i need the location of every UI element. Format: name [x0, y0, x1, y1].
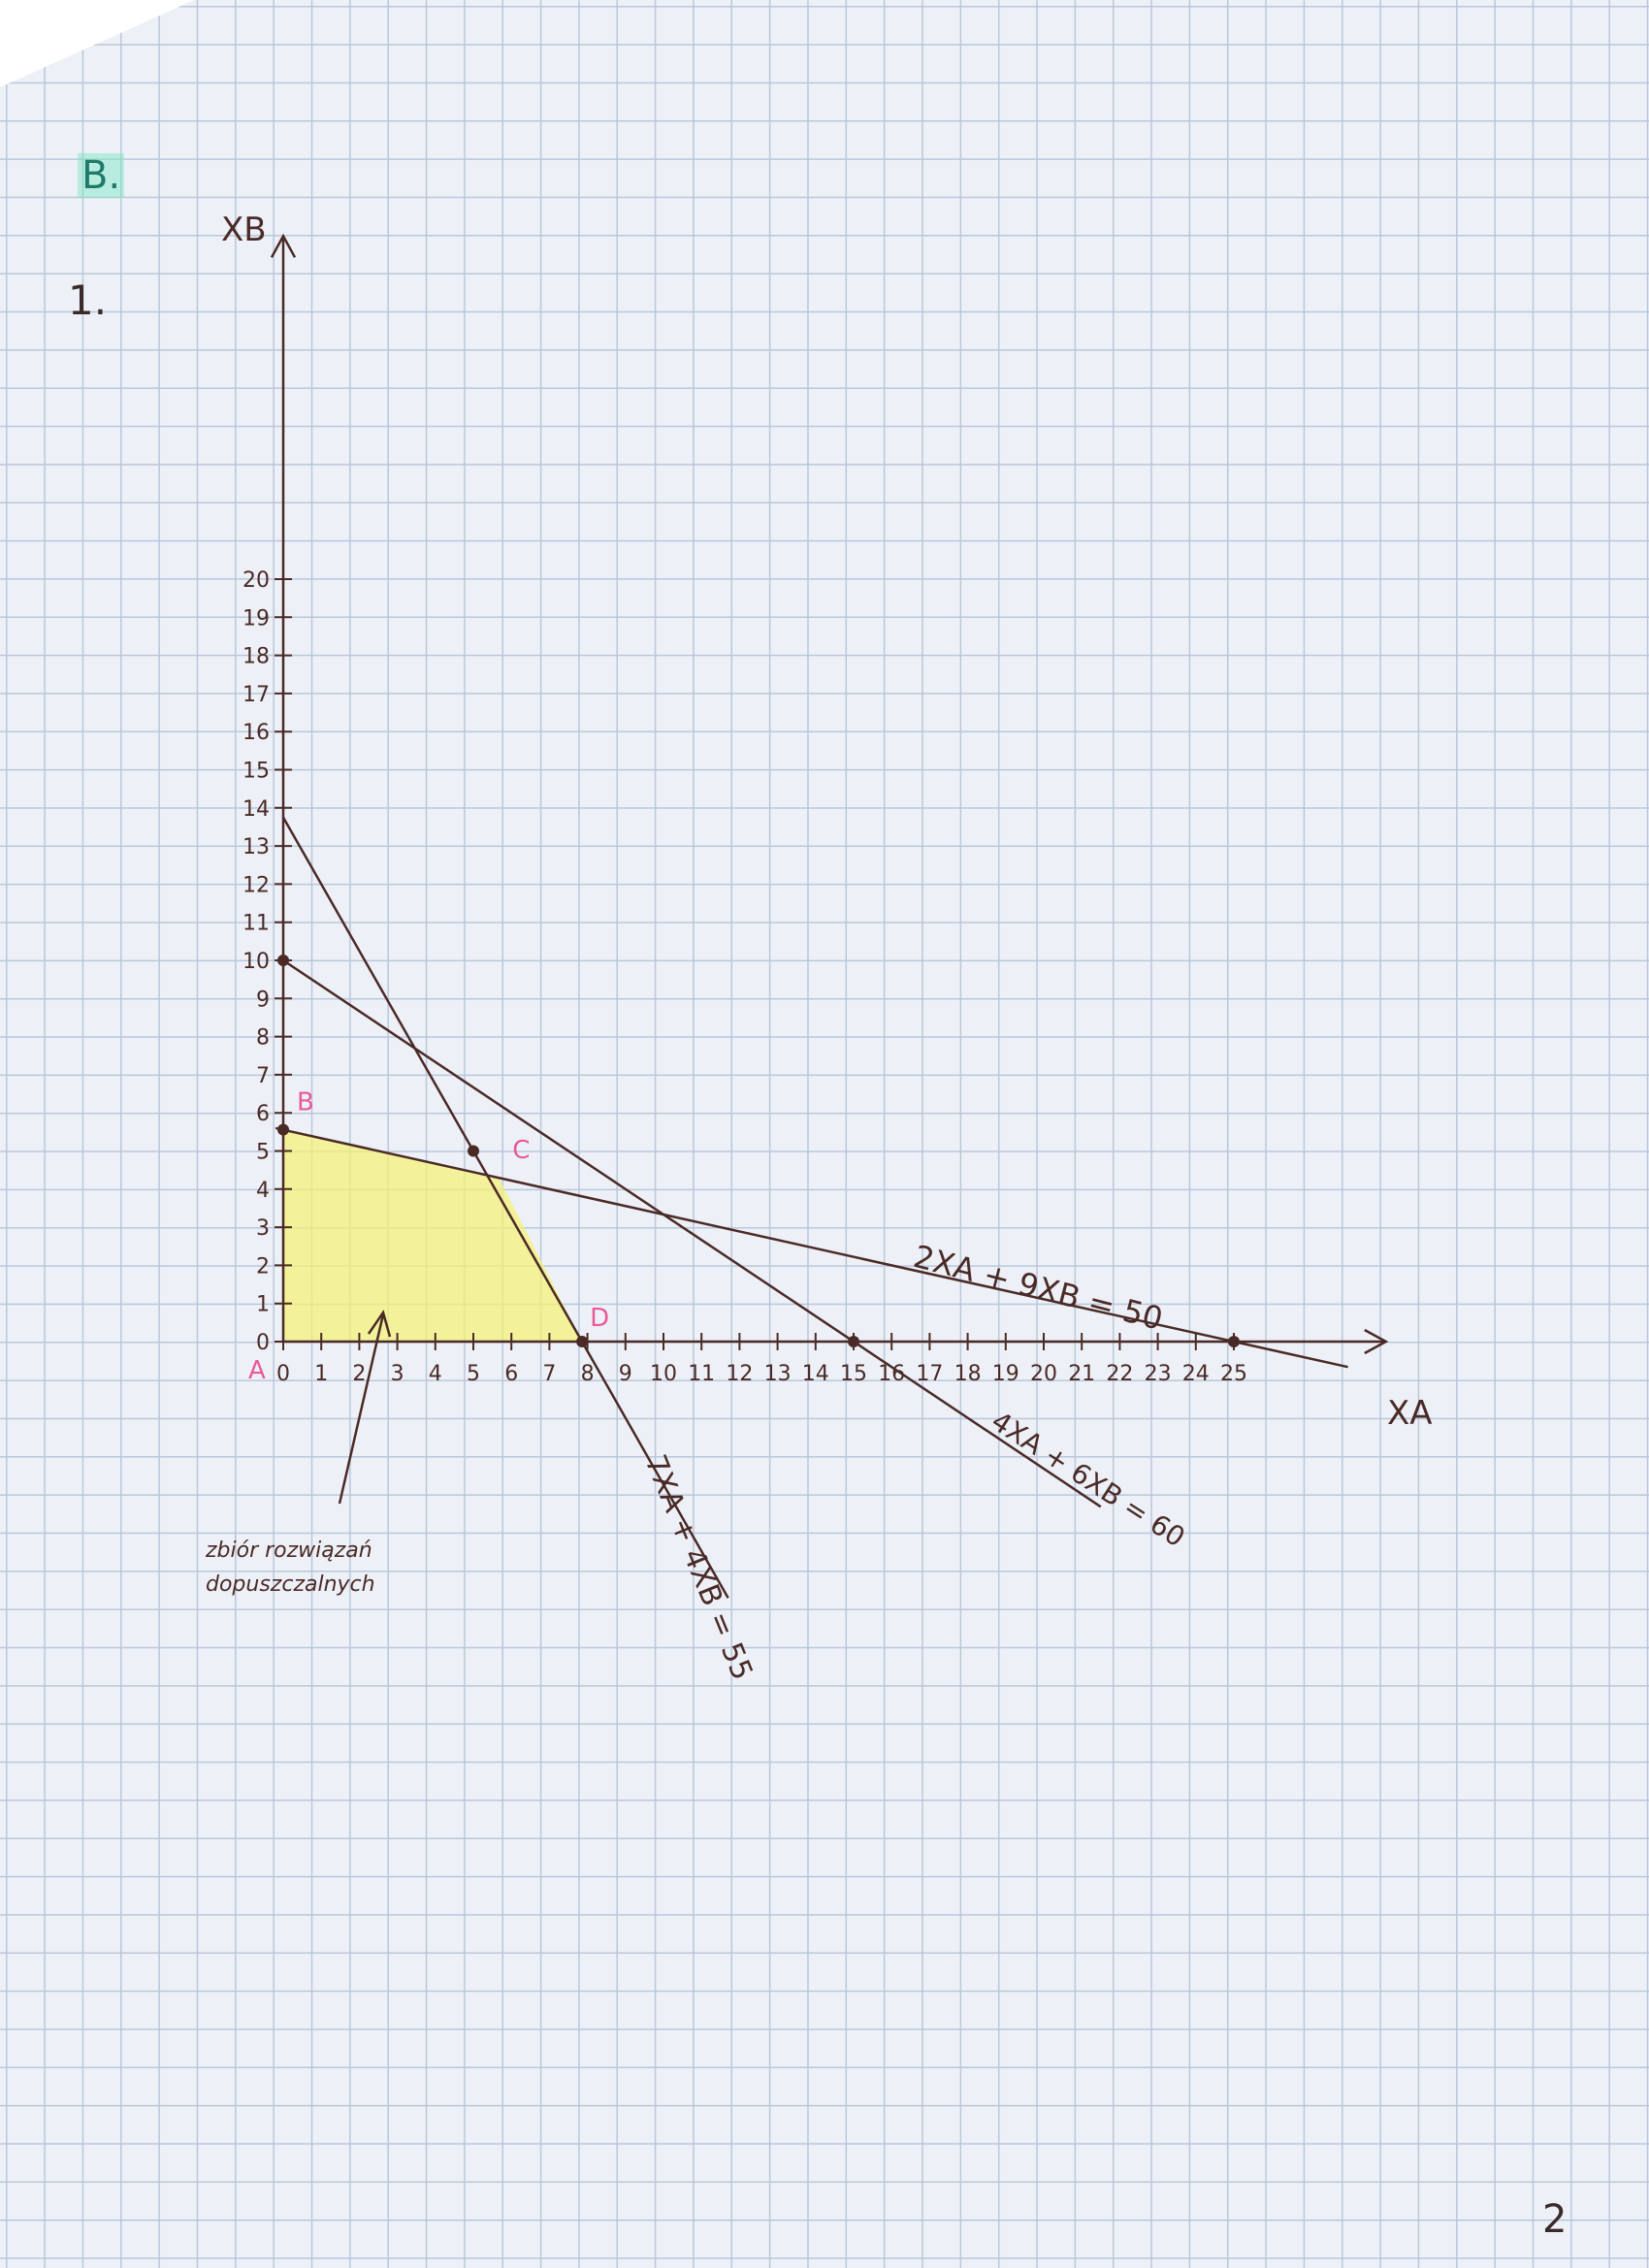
x-tick-label: 19	[992, 1362, 1019, 1386]
y-tick-label: 12	[242, 873, 270, 897]
y-tick-label: 7	[256, 1064, 270, 1088]
region-pointer-arrowhead	[367, 1310, 392, 1338]
vertex-labels: A B C D	[248, 1087, 609, 1385]
page-number: 2	[1542, 2197, 1568, 2242]
x-tick-label: 5	[467, 1362, 480, 1386]
constraint-label: 4XA + 6XB = 60	[986, 1405, 1190, 1553]
marked-point	[277, 1123, 289, 1136]
x-axis-arrow	[1364, 1328, 1389, 1355]
region-label-line-1: zbiór rozwiązań	[205, 1539, 372, 1563]
marked-point	[468, 1145, 479, 1157]
y-tick-label: 9	[256, 988, 270, 1012]
vertex-label: A	[248, 1356, 266, 1385]
x-tick-label: 1	[314, 1362, 328, 1386]
x-tick-label: 4	[429, 1362, 442, 1386]
x-tick-label: 11	[688, 1362, 715, 1386]
y-tick-label: 4	[256, 1179, 270, 1203]
problem-number: 1.	[68, 276, 108, 324]
y-tick-label: 13	[242, 835, 270, 859]
y-tick-label: 17	[242, 683, 270, 707]
section-label: B.	[78, 153, 125, 198]
x-tick-label: 2	[352, 1362, 366, 1386]
constraint-line	[282, 958, 1102, 1508]
y-tick-label: 5	[256, 1141, 270, 1165]
x-tick-label: 16	[878, 1362, 905, 1386]
marked-points	[277, 955, 1240, 1347]
y-tick-label: 11	[242, 912, 270, 936]
x-tick-label: 24	[1182, 1362, 1210, 1386]
vertex-label: C	[512, 1136, 530, 1165]
y-axis-label: XB	[221, 211, 267, 249]
region-pointer-arrow	[338, 1313, 385, 1505]
x-tick-label: 22	[1106, 1362, 1133, 1386]
x-tick-label: 0	[276, 1362, 290, 1386]
x-tick-label: 23	[1145, 1362, 1172, 1386]
marked-point	[1228, 1336, 1240, 1347]
y-tick-label: 14	[242, 797, 270, 822]
region-label-line-2: dopuszczalnych	[206, 1572, 375, 1597]
x-tick-label: 10	[650, 1362, 677, 1386]
vertex-label: D	[590, 1304, 609, 1333]
x-tick-label: 8	[581, 1362, 595, 1386]
y-axis-arrow	[270, 233, 297, 258]
y-tick-label: 20	[242, 568, 270, 593]
x-tick-label: 9	[619, 1362, 632, 1386]
x-axis-label: XA	[1387, 1394, 1433, 1433]
x-tick-label: 25	[1220, 1362, 1247, 1386]
x-tick-label: 7	[542, 1362, 556, 1386]
x-tick-label: 3	[391, 1362, 404, 1386]
marked-point	[848, 1336, 859, 1347]
x-tick-label: 20	[1030, 1362, 1057, 1386]
marked-point	[277, 955, 289, 966]
x-tick-label: 6	[504, 1362, 518, 1386]
y-tick-label: 1	[256, 1293, 270, 1317]
x-tick-label: 15	[840, 1362, 867, 1386]
y-tick-label: 3	[256, 1216, 270, 1241]
constraint-line	[281, 817, 729, 1599]
y-tick-label: 2	[256, 1254, 270, 1279]
y-tick-label: 16	[242, 721, 270, 745]
marked-point	[576, 1336, 589, 1347]
x-tick-label: 12	[726, 1362, 753, 1386]
constraint-labels: 2XA + 9XB = 50 4XA + 6XB = 60 7XA + 4XB = …	[638, 1238, 1191, 1685]
page-corner-fold	[0, 0, 194, 87]
x-tick-label: 18	[954, 1362, 982, 1386]
x-ticks: 0 1 2 3 4 5 6 7 8 9 10 11 12 13 14 15 16 17 18 19 20 21 22 23 24…	[276, 1333, 1247, 1386]
constraint-label: 2XA + 9XB = 50	[910, 1238, 1167, 1338]
y-tick-label: 19	[242, 606, 270, 631]
y-tick-label: 6	[256, 1102, 270, 1126]
x-tick-label: 13	[764, 1362, 792, 1386]
constraint-lines	[275, 817, 1348, 1599]
y-tick-label: 10	[242, 950, 270, 974]
x-tick-label: 14	[802, 1362, 829, 1386]
constraint-line	[275, 1126, 1348, 1369]
y-tick-label: 8	[256, 1026, 270, 1051]
y-tick-label: 0	[256, 1331, 270, 1355]
vertex-label: B	[297, 1087, 314, 1117]
y-tick-label: 15	[242, 760, 270, 784]
x-tick-label: 21	[1068, 1362, 1095, 1386]
feasible-region	[283, 1129, 583, 1342]
y-tick-label: 18	[242, 645, 270, 669]
constraint-label: 7XA + 4XB = 55	[638, 1450, 760, 1685]
x-tick-label: 17	[916, 1362, 943, 1386]
